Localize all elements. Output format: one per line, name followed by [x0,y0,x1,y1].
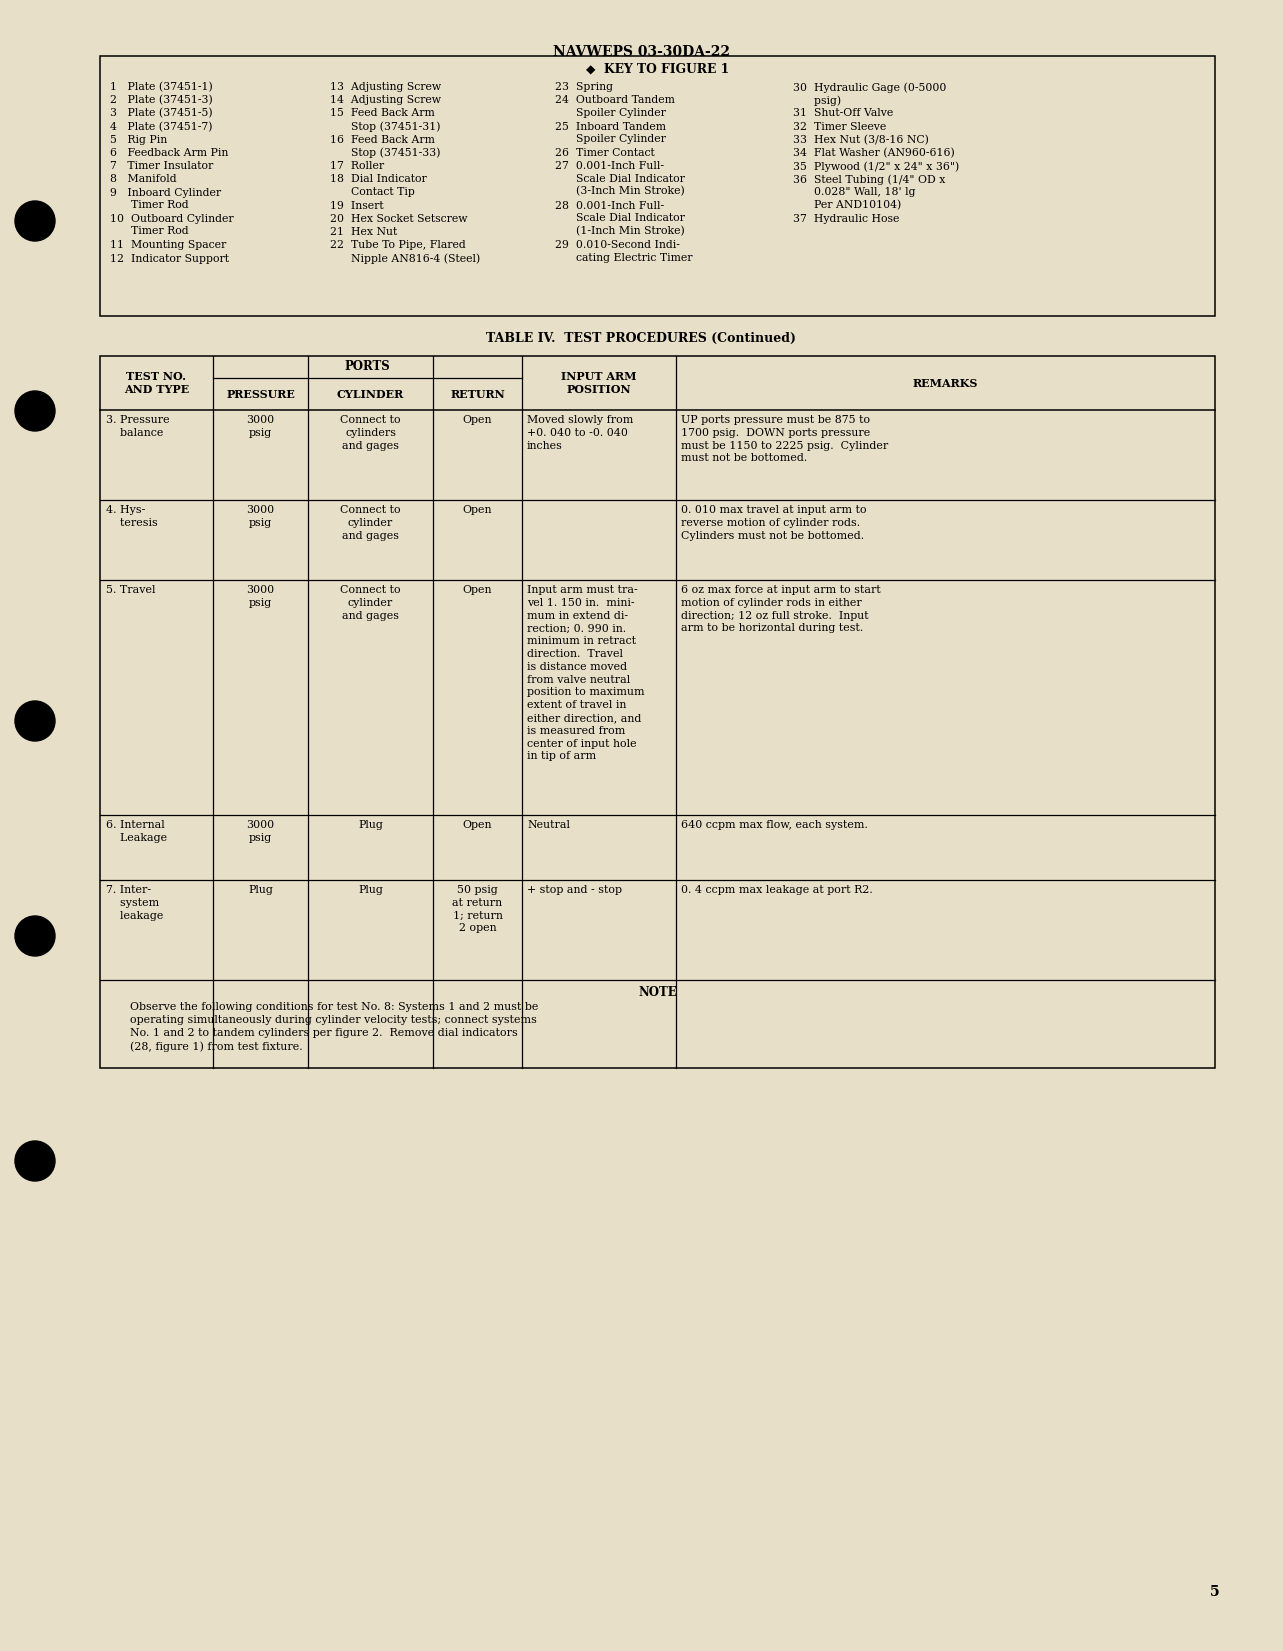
Text: 6. Internal
    Leakage: 6. Internal Leakage [106,821,167,842]
Text: 5: 5 [1210,1585,1220,1600]
Text: 50 psig
at return
1; return
2 open: 50 psig at return 1; return 2 open [453,885,503,933]
Text: Moved slowly from
+0. 040 to -0. 040
inches: Moved slowly from +0. 040 to -0. 040 inc… [527,414,634,451]
Text: CYLINDER: CYLINDER [337,388,404,400]
Text: UP ports pressure must be 875 to
1700 psig.  DOWN ports pressure
must be 1150 to: UP ports pressure must be 875 to 1700 ps… [681,414,888,464]
Text: 8   Manifold: 8 Manifold [110,175,177,185]
Text: 20  Hex Socket Setscrew: 20 Hex Socket Setscrew [330,215,467,225]
Text: 31  Shut-Off Valve: 31 Shut-Off Valve [793,109,893,119]
Text: 10  Outboard Cylinder
      Timer Rod: 10 Outboard Cylinder Timer Rod [110,215,234,236]
Text: 3000
psig: 3000 psig [246,414,275,438]
Text: 23  Spring: 23 Spring [556,83,613,92]
Text: 25  Inboard Tandem
      Spoiler Cylinder: 25 Inboard Tandem Spoiler Cylinder [556,122,666,144]
Text: PRESSURE: PRESSURE [226,388,295,400]
Text: 24  Outboard Tandem
      Spoiler Cylinder: 24 Outboard Tandem Spoiler Cylinder [556,96,675,117]
Text: 4. Hys-
    teresis: 4. Hys- teresis [106,505,158,528]
Text: 3000
psig: 3000 psig [246,821,275,842]
Text: 19  Insert: 19 Insert [330,201,384,211]
Text: 4   Plate (37451-7): 4 Plate (37451-7) [110,122,213,132]
Text: TEST NO.
AND TYPE: TEST NO. AND TYPE [124,371,189,395]
Text: 7. Inter-
    system
    leakage: 7. Inter- system leakage [106,885,163,921]
Text: 3. Pressure
    balance: 3. Pressure balance [106,414,169,438]
Text: 6 oz max force at input arm to start
motion of cylinder rods in either
direction: 6 oz max force at input arm to start mot… [681,584,880,634]
Circle shape [15,702,55,741]
Bar [100,56,1215,315]
Text: ◆  KEY TO FIGURE 1: ◆ KEY TO FIGURE 1 [586,63,729,76]
Text: NAVWEPS 03-30DA-22: NAVWEPS 03-30DA-22 [553,45,730,59]
Text: 0. 4 ccpm max leakage at port R2.: 0. 4 ccpm max leakage at port R2. [681,885,872,895]
Text: 37  Hydraulic Hose: 37 Hydraulic Hose [793,215,899,225]
Text: Plug: Plug [358,821,382,830]
Text: Observe the following conditions for test No. 8: Systems 1 and 2 must be
operati: Observe the following conditions for tes… [130,1002,539,1052]
Text: TABLE IV.  TEST PROCEDURES (Continued): TABLE IV. TEST PROCEDURES (Continued) [486,332,797,345]
Text: 34  Flat Washer (AN960-616): 34 Flat Washer (AN960-616) [793,149,955,158]
Circle shape [15,916,55,956]
Text: 36  Steel Tubing (1/4" OD x
      0.028" Wall, 18' lg
      Per AND10104): 36 Steel Tubing (1/4" OD x 0.028" Wall, … [793,175,946,210]
Text: Connect to
cylinders
and gages: Connect to cylinders and gages [340,414,400,451]
Text: Open: Open [463,584,493,594]
Text: Neutral: Neutral [527,821,570,830]
Text: Input arm must tra-
vel 1. 150 in.  mini-
mum in extend di-
rection; 0. 990 in.
: Input arm must tra- vel 1. 150 in. mini-… [527,584,644,761]
Text: Connect to
cylinder
and gages: Connect to cylinder and gages [340,505,400,540]
Circle shape [15,201,55,241]
Text: 12  Indicator Support: 12 Indicator Support [110,254,228,264]
Text: 640 ccpm max flow, each system.: 640 ccpm max flow, each system. [681,821,867,830]
Text: 11  Mounting Spacer: 11 Mounting Spacer [110,241,226,251]
Text: 14  Adjusting Screw: 14 Adjusting Screw [330,96,441,106]
Text: 6   Feedback Arm Pin: 6 Feedback Arm Pin [110,149,228,158]
Text: Open: Open [463,505,493,515]
Text: REMARKS: REMARKS [912,378,978,388]
Circle shape [15,391,55,431]
Text: Connect to
cylinder
and gages: Connect to cylinder and gages [340,584,400,621]
Text: + stop and - stop: + stop and - stop [527,885,622,895]
Text: 26  Timer Contact: 26 Timer Contact [556,149,654,158]
Text: RETURN: RETURN [450,388,506,400]
Text: 3   Plate (37451-5): 3 Plate (37451-5) [110,109,213,119]
Text: 1   Plate (37451-1): 1 Plate (37451-1) [110,83,213,92]
Text: 30  Hydraulic Gage (0-5000
      psig): 30 Hydraulic Gage (0-5000 psig) [793,83,947,106]
Text: 0. 010 max travel at input arm to
reverse motion of cylinder rods.
Cylinders mus: 0. 010 max travel at input arm to revers… [681,505,866,540]
Text: 29  0.010-Second Indi-
      cating Electric Timer: 29 0.010-Second Indi- cating Electric Ti… [556,241,693,263]
Text: 21  Hex Nut: 21 Hex Nut [330,228,398,238]
Text: 32  Timer Sleeve: 32 Timer Sleeve [793,122,887,132]
Text: 3000
psig: 3000 psig [246,584,275,608]
Text: 16  Feed Back Arm
      Stop (37451-33): 16 Feed Back Arm Stop (37451-33) [330,135,440,158]
Text: Open: Open [463,414,493,424]
Text: 3000
psig: 3000 psig [246,505,275,528]
Text: 15  Feed Back Arm
      Stop (37451-31): 15 Feed Back Arm Stop (37451-31) [330,109,440,132]
Text: Open: Open [463,821,493,830]
Text: 33  Hex Nut (3/8-16 NC): 33 Hex Nut (3/8-16 NC) [793,135,929,145]
Text: 2   Plate (37451-3): 2 Plate (37451-3) [110,96,213,106]
Bar [100,357,1215,1068]
Text: Plug: Plug [358,885,382,895]
Text: 18  Dial Indicator
      Contact Tip: 18 Dial Indicator Contact Tip [330,175,427,196]
Text: 5   Rig Pin: 5 Rig Pin [110,135,167,145]
Text: 27  0.001-Inch Full-
      Scale Dial Indicator
      (3-Inch Min Stroke): 27 0.001-Inch Full- Scale Dial Indicator… [556,162,685,196]
Text: 7   Timer Insulator: 7 Timer Insulator [110,162,213,172]
Text: 13  Adjusting Screw: 13 Adjusting Screw [330,83,441,92]
Text: 17  Roller: 17 Roller [330,162,384,172]
Text: PORTS: PORTS [345,360,390,373]
Text: Plug: Plug [248,885,273,895]
Text: NOTE: NOTE [638,986,677,999]
Text: 35  Plywood (1/2" x 24" x 36"): 35 Plywood (1/2" x 24" x 36") [793,162,960,172]
Text: 28  0.001-Inch Full-
      Scale Dial Indicator
      (1-Inch Min Stroke): 28 0.001-Inch Full- Scale Dial Indicator… [556,201,685,236]
Text: 5. Travel: 5. Travel [106,584,155,594]
Text: 22  Tube To Pipe, Flared
      Nipple AN816-4 (Steel): 22 Tube To Pipe, Flared Nipple AN816-4 (… [330,241,480,264]
Text: 9   Inboard Cylinder
      Timer Rod: 9 Inboard Cylinder Timer Rod [110,188,221,210]
Text: INPUT ARM
POSITION: INPUT ARM POSITION [561,371,636,395]
Circle shape [15,1141,55,1180]
